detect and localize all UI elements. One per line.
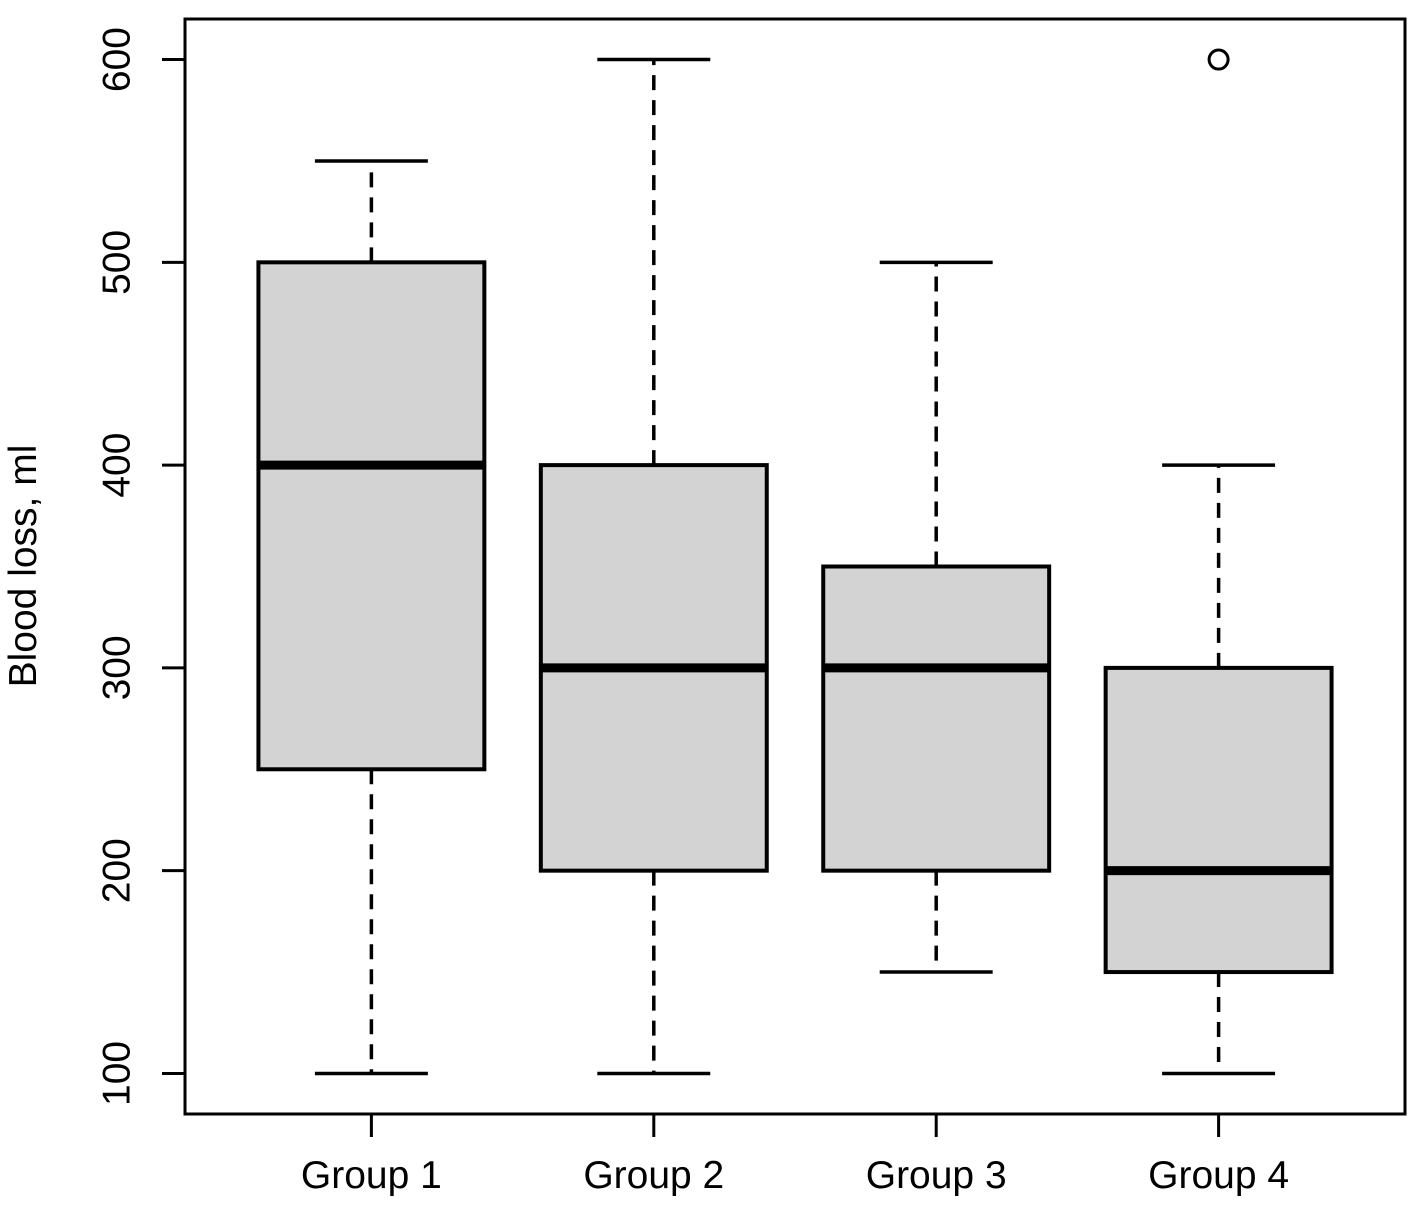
y-axis-tick-label: 400: [96, 433, 139, 498]
y-axis-tick-label: 100: [96, 1041, 139, 1106]
y-axis-tick-label: 500: [96, 230, 139, 295]
iqr-box: [256, 260, 487, 772]
box-group-1: [256, 159, 487, 1076]
iqr-box: [821, 564, 1052, 873]
y-axis-tick-label: 300: [96, 635, 139, 700]
x-axis-category-label: Group 1: [301, 1154, 442, 1197]
outlier-point: [1207, 48, 1230, 71]
x-axis-category-label: Group 4: [1148, 1154, 1289, 1197]
plot-border: [183, 17, 1407, 1116]
y-axis-title: Blood loss, ml: [2, 445, 45, 688]
x-axis-category-label: Group 2: [583, 1154, 724, 1197]
x-axis-category-label: Group 3: [866, 1154, 1007, 1197]
iqr-box: [1103, 665, 1334, 975]
plot-area: 100 200 300 400 500 600 Group 1 Group 2 Group 3 G…: [96, 17, 1407, 1197]
box-group-2: [538, 57, 769, 1076]
y-axis-tick-label: 200: [96, 838, 139, 903]
box-group-4: [1103, 48, 1334, 1076]
y-axis-tick-label: 600: [96, 27, 139, 92]
box-group-3: [821, 260, 1052, 974]
